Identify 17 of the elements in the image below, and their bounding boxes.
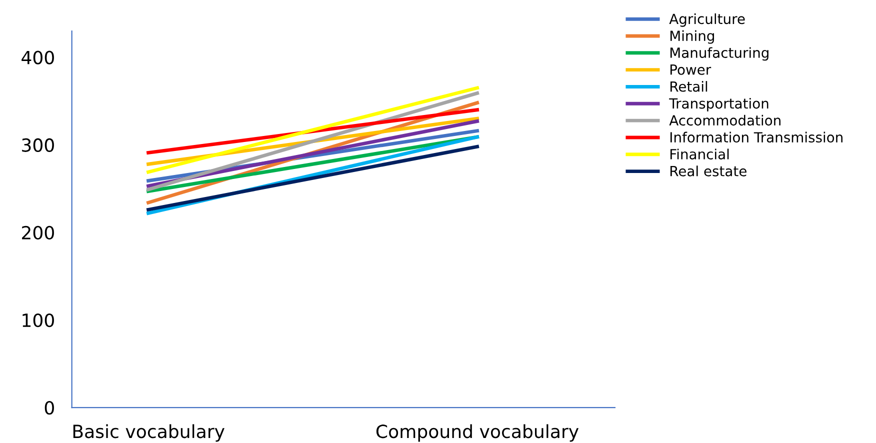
x-tick-label: Compound vocabulary bbox=[376, 424, 579, 442]
legend-label: Power bbox=[670, 64, 712, 75]
legend-label: Retail bbox=[670, 81, 708, 92]
x-tick-label: Basic vocabulary bbox=[73, 424, 224, 442]
legend-label: Real estate bbox=[670, 166, 746, 176]
legend-label: Financial bbox=[670, 148, 729, 160]
y-tick-label: 200 bbox=[22, 226, 54, 240]
legend-label: Agriculture bbox=[669, 13, 745, 27]
legend-label: Accommodation bbox=[669, 114, 780, 126]
legend-label: Information Transmission bbox=[670, 132, 842, 143]
legend-label: Mining bbox=[670, 30, 714, 44]
y-tick-label: 0 bbox=[44, 401, 54, 415]
y-tick-label: 400 bbox=[22, 50, 54, 64]
legend-label: Transportation bbox=[669, 98, 768, 112]
y-tick-label: 100 bbox=[22, 313, 54, 328]
y-tick-label: 300 bbox=[22, 138, 54, 152]
legend-label: Manufacturing bbox=[670, 47, 768, 61]
